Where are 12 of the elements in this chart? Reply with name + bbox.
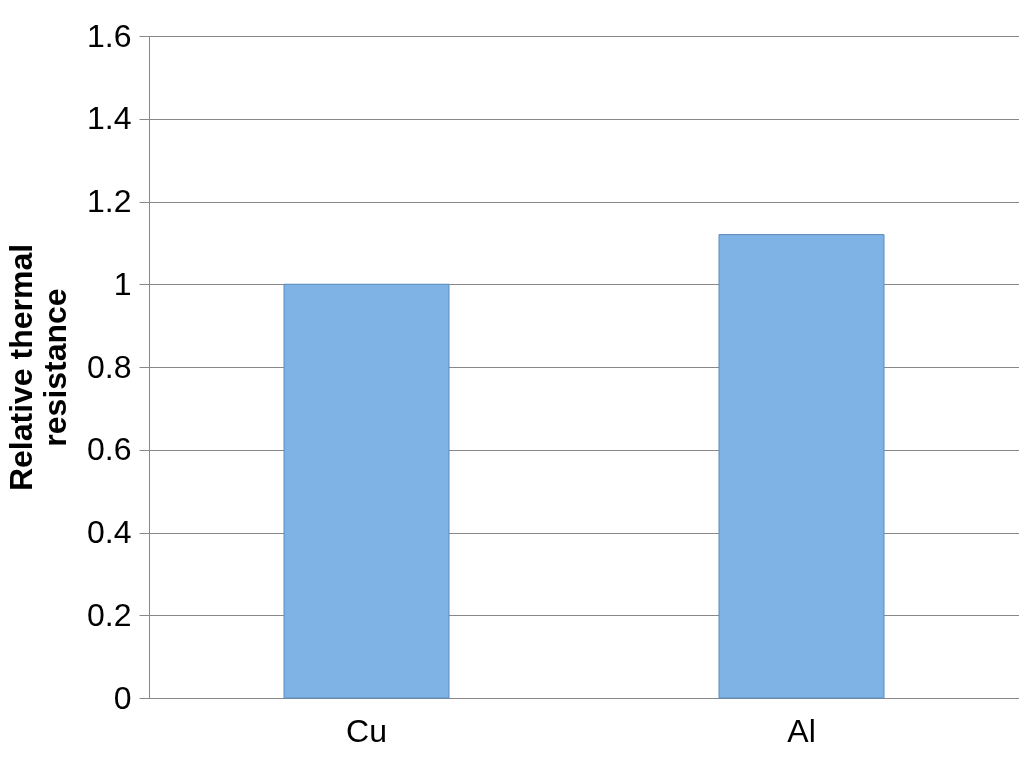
y-tick-label: 1.4 [87, 100, 132, 137]
y-tick-label: 0 [113, 679, 132, 716]
y-tick-label: 1.2 [87, 183, 132, 219]
y-tick-label: 1.6 [87, 17, 132, 54]
y-tick-label: 0.6 [87, 431, 132, 468]
y-tick-label: 1 [113, 265, 132, 302]
y-tick-label: 0.2 [87, 596, 132, 633]
y-axis-title: Relative thermal resistance [3, 243, 74, 492]
x-tick-label: Al [787, 712, 816, 749]
y-tick-label: 0.4 [87, 514, 132, 550]
y-tick-label: 0.8 [87, 348, 132, 385]
x-tick-label: Cu [346, 712, 387, 749]
